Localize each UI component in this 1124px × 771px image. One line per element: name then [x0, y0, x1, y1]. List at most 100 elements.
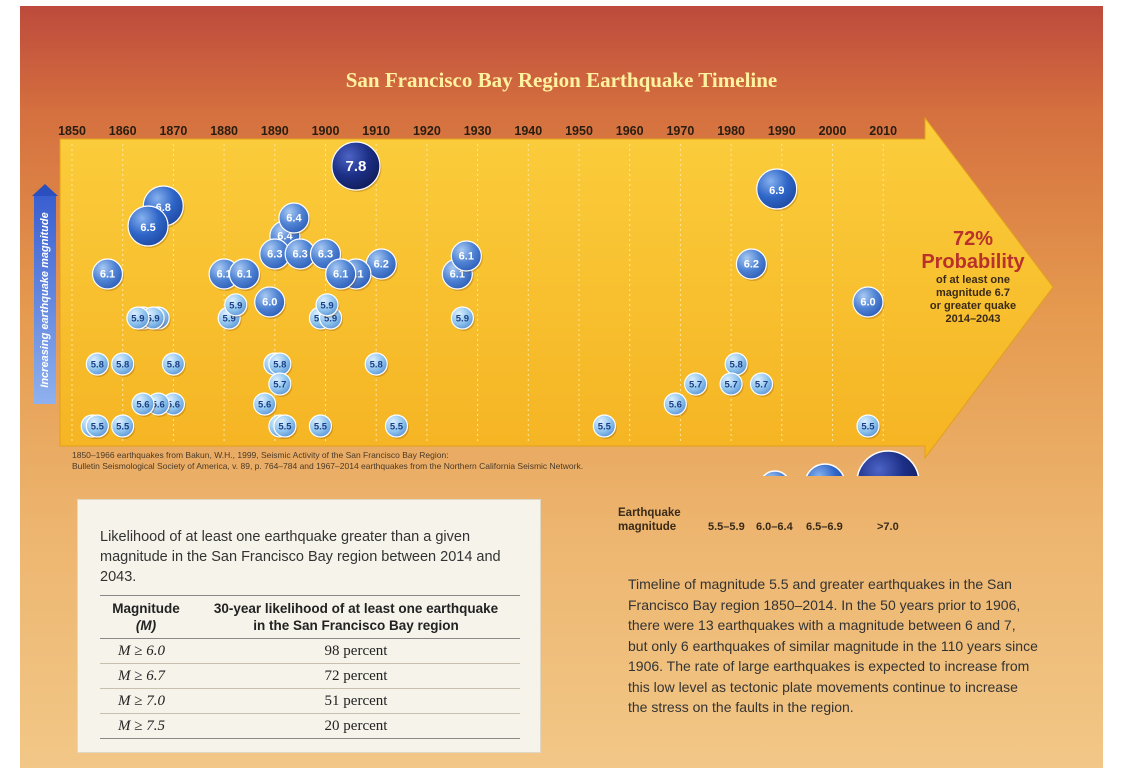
- earthquake-label: 6.1: [459, 251, 474, 263]
- earthquake-label: 5.9: [324, 314, 337, 325]
- earthquake-point: 6.0: [852, 286, 885, 319]
- earthquake-marker: [273, 414, 297, 438]
- x-tick-label: 1910: [362, 124, 390, 138]
- earthquake-point: 5.5: [592, 414, 617, 439]
- earthquake-point: 5.8: [364, 352, 389, 377]
- infographic-poster: San Francisco Bay Region Earthquake Time…: [20, 6, 1103, 768]
- x-tick-label: 1880: [210, 124, 238, 138]
- x-tick-label: 1920: [413, 124, 441, 138]
- earthquake-point: 5.9: [224, 293, 249, 318]
- earthquake-label: 6.0: [860, 297, 875, 309]
- earthquake-marker: [111, 352, 135, 376]
- probability-line: or greater quake: [929, 300, 1017, 312]
- earthquake-point: 6.2: [365, 248, 398, 281]
- earthquake-label: 5.9: [147, 314, 160, 325]
- x-tick-label: 1980: [717, 124, 745, 138]
- earthquake-point: 6.3: [259, 238, 292, 271]
- earthquake-marker: [127, 205, 169, 247]
- earthquake-label: 5.5: [116, 422, 130, 433]
- earthquake-label: 6.1: [333, 269, 348, 281]
- earthquake-label: 5.5: [278, 422, 292, 433]
- earthquake-label: 5.5: [598, 422, 612, 433]
- earthquake-marker: [268, 372, 292, 396]
- earthquake-point: 7.8: [331, 141, 382, 192]
- earthquake-label: 6.1: [237, 269, 252, 281]
- earthquake-label: 6.1: [100, 269, 115, 281]
- legend-marker-xlarge: [856, 450, 920, 476]
- table-row: M ≥ 7.0 51 percent: [100, 688, 520, 714]
- earthquake-point: 5.5: [111, 414, 136, 439]
- earthquake-point: 6.1: [325, 258, 358, 291]
- x-tick-label: 2010: [869, 124, 897, 138]
- x-tick-label: 1990: [768, 124, 796, 138]
- probability-line: 2014–2043: [945, 313, 1001, 325]
- earthquake-marker: [254, 286, 286, 318]
- timeline-arrow: [59, 116, 1054, 460]
- x-tick-label: 1930: [464, 124, 492, 138]
- earthquake-point: 5.7: [749, 372, 775, 397]
- earthquake-point: 5.9: [126, 306, 151, 331]
- earthquake-marker: [719, 372, 743, 396]
- earthquake-point: 6.4: [278, 202, 311, 235]
- y-axis-label: Increasing earthquake magnitude: [34, 196, 56, 404]
- earthquake-marker: [91, 258, 124, 290]
- likelihood-table: Magnitude (M) 30-year likelihood of at l…: [100, 595, 520, 739]
- earthquake-point: 6.2: [735, 248, 768, 281]
- earthquake-label: 6.3: [267, 249, 282, 261]
- x-tick-label: 1890: [261, 124, 289, 138]
- probability-line: magnitude 6.7: [936, 287, 1010, 299]
- earthquake-label: 6.9: [769, 185, 784, 197]
- earthquake-point: 5.8: [161, 352, 186, 377]
- earthquake-marker: [450, 306, 474, 330]
- cell-likelihood: 72 percent: [192, 663, 520, 689]
- chart-title: San Francisco Bay Region Earthquake Time…: [345, 68, 778, 92]
- earthquake-marker: [756, 168, 798, 210]
- earthquake-marker: [325, 258, 357, 290]
- x-tick-label: 1860: [109, 124, 137, 138]
- earthquake-marker: [224, 293, 248, 317]
- earthquake-point: 6.3: [284, 238, 317, 271]
- earthquake-label: 5.6: [669, 400, 682, 411]
- earthquake-label: 5.7: [724, 380, 737, 391]
- table-row: M ≥ 7.5 20 percent: [100, 713, 520, 739]
- cell-likelihood: 98 percent: [192, 638, 520, 664]
- earthquake-marker: [384, 414, 409, 438]
- earthquake-label: 7.8: [345, 158, 366, 175]
- x-tick-label: 1960: [616, 124, 644, 138]
- earthquake-label: 5.8: [116, 360, 129, 371]
- earthquake-label: 6.3: [318, 249, 333, 261]
- earthquake-point: 5.9: [315, 293, 340, 318]
- earthquake-label: 5.6: [167, 400, 180, 411]
- earthquake-label: 5.7: [689, 380, 702, 391]
- earthquake-label: 5.7: [755, 380, 768, 391]
- earthquake-marker: [85, 352, 109, 376]
- x-tick-label: 1950: [565, 124, 593, 138]
- earthquake-point: 5.6: [663, 392, 688, 417]
- legend-marker-large: [805, 463, 845, 476]
- cell-magnitude: M ≥ 7.0: [100, 688, 192, 714]
- x-tick-label: 1940: [514, 124, 542, 138]
- timeline-chart: 1850 1860 1870 1880 1890 1900 1910 1920 1930 1940…: [58, 116, 1054, 476]
- earthquake-point: 5.8: [85, 352, 110, 377]
- earthquake-marker: [364, 352, 388, 376]
- earthquake-label: 6.4: [277, 231, 293, 243]
- table-header-row: Magnitude (M) 30-year likelihood of at l…: [100, 595, 520, 639]
- earthquake-label: 5.5: [861, 422, 875, 433]
- earthquake-point: 5.8: [111, 352, 136, 377]
- earthquake-marker: [126, 306, 150, 330]
- earthquake-point: 5.8: [724, 352, 749, 377]
- table-row: M ≥ 6.0 98 percent: [100, 638, 520, 664]
- probability-callout: 72% Probability of at least one magnitud…: [898, 228, 1048, 326]
- table-row: M ≥ 6.7 72 percent: [100, 663, 520, 689]
- earthquake-label: 6.2: [374, 259, 389, 271]
- x-tick-label: 1970: [666, 124, 694, 138]
- cell-magnitude: M ≥ 7.5: [100, 713, 192, 739]
- earthquake-marker: [735, 248, 767, 280]
- earthquake-marker: [450, 240, 482, 272]
- earthquake-label: 6.1: [216, 269, 231, 281]
- earthquake-label: 5.8: [91, 360, 104, 371]
- table-caption: Likelihood of at least one earthquake gr…: [100, 529, 501, 585]
- cell-likelihood: 20 percent: [192, 713, 520, 739]
- earthquake-label: 6.3: [293, 249, 308, 261]
- earthquake-label: 5.8: [167, 360, 180, 371]
